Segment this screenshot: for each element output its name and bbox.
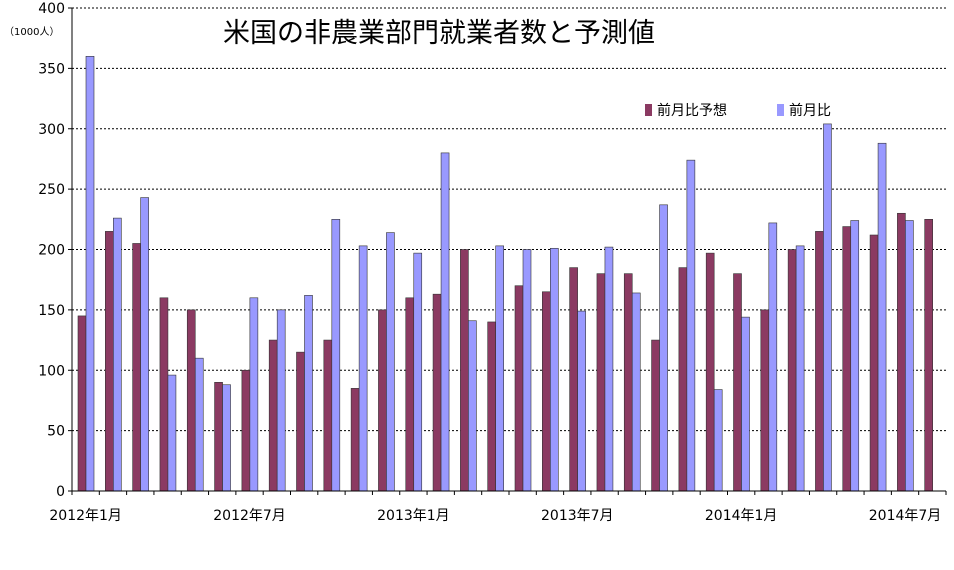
x-tick-labels: 2012年1月 2012年7月 2013年1月 2013年7月 2014年1月 2014年… — [49, 508, 941, 524]
bar-0-2012-03 — [132, 243, 141, 492]
bar-1-2013-07 — [577, 310, 586, 492]
x-tick-label: 2014年1月 — [705, 508, 778, 524]
bar-0-2013-09 — [623, 273, 633, 492]
bar-0-2013-04 — [487, 321, 496, 492]
bar-0-2012-05 — [186, 309, 196, 492]
gridlines — [72, 7, 946, 432]
legend-swatch-forecast — [645, 104, 652, 116]
bar-1-2012-03 — [140, 197, 149, 492]
bar-1-2012-08 — [276, 309, 286, 492]
bar-0-2013-03 — [460, 249, 469, 492]
bar-1-2014-05 — [850, 220, 860, 492]
bar-1-2013-04 — [495, 245, 504, 492]
y-tick-labels: 0 50 100 150 200 250 300 350 400 — [38, 1, 65, 500]
bar-1-2013-01 — [413, 252, 423, 492]
bar-1-2012-04 — [167, 374, 177, 492]
legend-label-forecast: 前月比予想 — [657, 102, 727, 119]
y-tick-label: 300 — [38, 122, 65, 138]
y-tick-label: 100 — [38, 363, 65, 379]
x-tick-label: 2013年7月 — [541, 508, 614, 524]
bar-0-2012-09 — [296, 351, 305, 492]
bar-0-2013-07 — [569, 267, 578, 492]
bar-0-2013-01 — [405, 297, 415, 492]
bar-1-2013-06 — [550, 247, 559, 492]
y-tick-label: 200 — [38, 243, 65, 259]
y-tick-label: 400 — [38, 1, 65, 17]
bar-0-2012-07 — [241, 369, 251, 492]
bar-1-2013-10 — [659, 204, 668, 492]
bar-1-2013-12 — [713, 389, 723, 492]
bar-0-2014-05 — [842, 226, 852, 492]
y-tick-label: 0 — [56, 484, 65, 500]
x-tick-label: 2013年1月 — [377, 508, 450, 524]
bar-0-2012-10 — [323, 339, 333, 492]
bar-1-2012-07 — [249, 297, 259, 492]
y-tick-label: 350 — [38, 61, 65, 77]
bar-1-2012-02 — [113, 217, 122, 492]
bar-0-2013-06 — [542, 291, 551, 492]
bar-0-2012-06 — [214, 382, 223, 492]
bar-0-2013-02 — [432, 293, 442, 492]
bar-1-2012-06 — [222, 384, 231, 492]
y-tick-label: 250 — [38, 182, 65, 198]
bar-0-2013-11 — [678, 267, 688, 492]
chart-title: 米国の非農業部門就業者数と予測値 — [223, 18, 655, 49]
legend-label-actual: 前月比 — [789, 102, 831, 119]
bar-1-2012-10 — [331, 219, 341, 492]
y-axis-unit-label: （1000人） — [4, 26, 59, 38]
bar-0-2012-11 — [350, 388, 360, 492]
bar-0-2012-01 — [77, 315, 87, 492]
bar-0-2014-04 — [815, 231, 824, 492]
x-tick-label: 2012年1月 — [49, 508, 122, 524]
bar-1-2013-11 — [686, 159, 696, 492]
bar-1-2012-09 — [304, 295, 313, 492]
x-tick-label: 2012年7月 — [213, 508, 286, 524]
bar-1-2014-02 — [768, 222, 778, 492]
bars — [77, 55, 933, 492]
bar-0-2013-08 — [596, 273, 606, 492]
bar-0-2014-06 — [869, 234, 879, 492]
bar-1-2014-06 — [877, 142, 887, 492]
bar-0-2012-02 — [105, 231, 114, 492]
bar-1-2013-05 — [522, 249, 532, 492]
bar-1-2013-02 — [440, 152, 450, 492]
x-tick-label: 2014年7月 — [869, 508, 942, 524]
bar-0-2012-12 — [378, 309, 387, 492]
bar-extra — [924, 219, 933, 492]
legend: 前月比予想 前月比 — [645, 102, 831, 119]
bar-1-2014-03 — [795, 245, 805, 492]
bar-1-2014-07 — [905, 220, 914, 492]
bar-1-2014-01 — [741, 316, 750, 492]
bar-0-2014-03 — [787, 249, 797, 492]
bar-1-2014-04 — [823, 123, 832, 492]
y-tick-label: 50 — [47, 424, 65, 440]
bar-0-2013-10 — [651, 339, 660, 492]
bar-0-2014-01 — [733, 273, 742, 492]
bar-0-2012-04 — [159, 297, 169, 492]
bar-1-2013-03 — [468, 320, 477, 492]
legend-swatch-actual — [777, 104, 784, 116]
bar-1-2013-09 — [631, 292, 641, 492]
y-tick-label: 150 — [38, 303, 65, 319]
bar-0-2014-07 — [897, 212, 906, 492]
bar-1-2012-12 — [386, 232, 395, 492]
bar-1-2012-01 — [85, 55, 95, 492]
bar-0-2013-12 — [705, 252, 715, 492]
axes — [68, 7, 947, 495]
bar-1-2013-08 — [604, 246, 614, 492]
bar-0-2014-02 — [760, 309, 770, 492]
bar-1-2012-05 — [194, 357, 204, 492]
bar-0-2013-05 — [514, 285, 524, 492]
bar-1-2012-11 — [358, 245, 368, 492]
bar-0-2012-08 — [268, 339, 278, 492]
